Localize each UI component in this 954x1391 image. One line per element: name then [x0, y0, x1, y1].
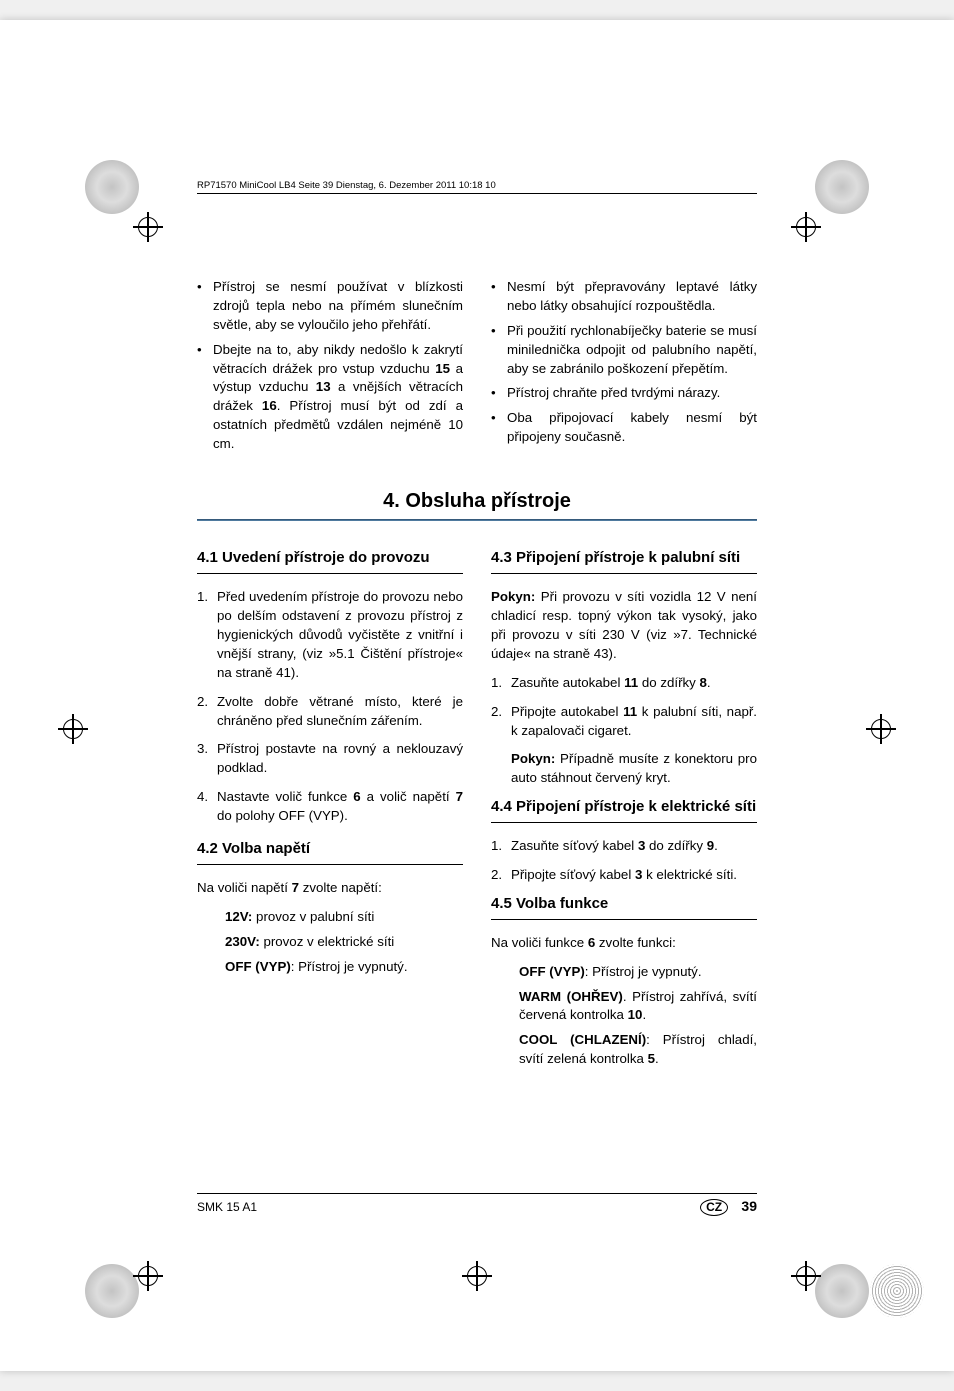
paragraph: Na voliči funkce 6 zvolte funkci: [491, 934, 757, 953]
paragraph: 230V: provoz v elektrické síti [225, 933, 463, 952]
list-item: Dbejte na to, aby nikdy nedošlo k zakryt… [197, 341, 463, 454]
page-sheet: RP71570 MiniCool LB4 Seite 39 Dienstag, … [0, 20, 954, 1371]
printer-mark-icon [870, 1264, 924, 1318]
paragraph: OFF (VYP): Přístroj je vypnutý. [519, 963, 757, 982]
page-number: 39 [741, 1198, 757, 1214]
bullet-list: Přístroj se nesmí používat v blízkosti z… [197, 278, 463, 454]
numbered-list: Zasuňte síťový kabel 3 do zdířky 9. Připo… [491, 837, 757, 885]
list-item: Zasuňte autokabel 11 do zdířky 8. [491, 674, 757, 693]
crosshair-icon [462, 1261, 492, 1291]
top-col-right: Nesmí být přepravovány leptavé látky neb… [491, 278, 757, 460]
subheading-4-1: 4.1 Uvedení přístroje do provozu [197, 549, 463, 568]
printer-mark-icon [815, 1264, 869, 1318]
paragraph: 12V: provoz v palubní síti [225, 908, 463, 927]
printer-mark-icon [85, 1264, 139, 1318]
lower-col-left: 4.1 Uvedení přístroje do provozu Před uv… [197, 549, 463, 1075]
subheading-4-3: 4.3 Připojení přístroje k palubní síti [491, 549, 757, 568]
list-item: Zasuňte síťový kabel 3 do zdířky 9. [491, 837, 757, 856]
list-item: Při použití rychlonabíječky baterie se m… [491, 322, 757, 379]
list-item: Přístroj chraňte před tvrdými nárazy. [491, 384, 757, 403]
paragraph: WARM (OHŘEV). Přístroj zahřívá, svítí če… [519, 988, 757, 1026]
list-item: Připojte síťový kabel 3 k elektrické sít… [491, 866, 757, 885]
subheading-rule [491, 822, 757, 823]
list-item: Oba připojovací kabely nesmí být připoje… [491, 409, 757, 447]
indent-block: OFF (VYP): Přístroj je vypnutý. WARM (OH… [491, 963, 757, 1069]
footer-model: SMK 15 A1 [197, 1200, 257, 1214]
crosshair-icon [133, 1261, 163, 1291]
section-rule [197, 519, 757, 522]
subheading-4-4: 4.4 Připojení přístroje k elektrické sít… [491, 798, 757, 817]
list-item: Před uvedením přístroje do provozu nebo … [197, 588, 463, 682]
indent-block: 12V: provoz v palubní síti 230V: provoz … [197, 908, 463, 977]
running-head: RP71570 MiniCool LB4 Seite 39 Dienstag, … [197, 180, 757, 194]
list-item: Přístroj postavte na rovný a neklouzavý … [197, 740, 463, 778]
subheading-rule [197, 864, 463, 865]
crosshair-icon [866, 714, 896, 744]
lower-columns: 4.1 Uvedení přístroje do provozu Před uv… [197, 549, 757, 1075]
bullet-list: Nesmí být přepravovány leptavé látky neb… [491, 278, 757, 447]
subheading-rule [197, 573, 463, 574]
list-item: Nastavte volič funkce 6 a volič napětí 7… [197, 788, 463, 826]
paragraph: OFF (VYP): Přístroj je vypnutý. [225, 958, 463, 977]
crosshair-icon [133, 212, 163, 242]
paragraph: Na voliči napětí 7 zvolte napětí: [197, 879, 463, 898]
section-title: 4. Obsluha přístroje [197, 490, 757, 513]
top-columns: Přístroj se nesmí používat v blízkosti z… [197, 278, 757, 460]
subheading-4-2: 4.2 Volba napětí [197, 840, 463, 859]
paragraph: COOL (CHLAZENÍ): Přístroj chladí, svítí … [519, 1031, 757, 1069]
numbered-list: Před uvedením přístroje do provozu nebo … [197, 588, 463, 826]
paragraph: Pokyn: Při provozu v síti vozidla 12 V n… [491, 588, 757, 664]
subheading-rule [491, 919, 757, 920]
crosshair-icon [791, 1261, 821, 1291]
list-item: Nesmí být přepravovány leptavé látky neb… [491, 278, 757, 316]
numbered-list: Zasuňte autokabel 11 do zdířky 8. Připojt… [491, 674, 757, 741]
subheading-rule [491, 573, 757, 574]
printer-mark-icon [85, 160, 139, 214]
top-col-left: Přístroj se nesmí používat v blízkosti z… [197, 278, 463, 460]
paragraph: Pokyn: Případně musíte z konektoru pro a… [491, 750, 757, 788]
crosshair-icon [791, 212, 821, 242]
page-footer: SMK 15 A1 CZ 39 [197, 1193, 757, 1216]
footer-right: CZ 39 [700, 1198, 757, 1216]
list-item: Připojte autokabel 11 k palubní síti, na… [491, 703, 757, 741]
crosshair-icon [58, 714, 88, 744]
printer-mark-icon [815, 160, 869, 214]
subheading-4-5: 4.5 Volba funkce [491, 895, 757, 914]
list-item: Přístroj se nesmí používat v blízkosti z… [197, 278, 463, 335]
list-item: Zvolte dobře větrané místo, které je chr… [197, 693, 463, 731]
country-badge: CZ [700, 1199, 728, 1216]
lower-col-right: 4.3 Připojení přístroje k palubní síti P… [491, 549, 757, 1075]
page-content: RP71570 MiniCool LB4 Seite 39 Dienstag, … [197, 180, 757, 1075]
